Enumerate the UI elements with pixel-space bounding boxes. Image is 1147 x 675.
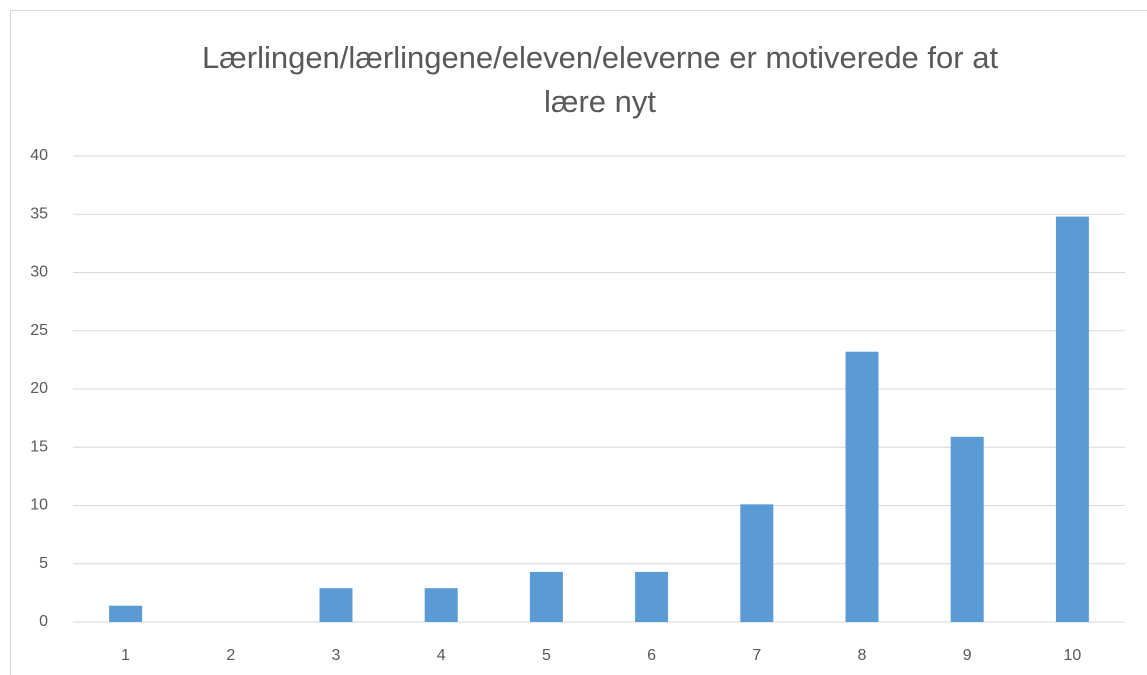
bar bbox=[319, 588, 353, 622]
x-tick-label: 3 bbox=[332, 647, 341, 664]
bar bbox=[740, 504, 774, 622]
x-tick-label: 7 bbox=[752, 647, 761, 664]
bar bbox=[424, 588, 458, 622]
y-tick-label: 40 bbox=[30, 147, 48, 164]
y-tick-label: 30 bbox=[30, 264, 48, 281]
y-tick-label: 20 bbox=[30, 380, 48, 397]
y-tick-label: 15 bbox=[30, 438, 48, 455]
bar bbox=[109, 605, 143, 622]
bar bbox=[845, 351, 879, 622]
x-tick-label: 2 bbox=[226, 647, 235, 664]
x-tick-label: 1 bbox=[121, 647, 130, 664]
x-tick-label: 8 bbox=[858, 647, 867, 664]
bar bbox=[529, 571, 563, 622]
bar bbox=[635, 571, 669, 622]
x-tick-label: 6 bbox=[647, 647, 656, 664]
x-tick-label: 9 bbox=[963, 647, 972, 664]
x-tick-label: 4 bbox=[437, 647, 446, 664]
y-tick-label: 25 bbox=[30, 322, 48, 339]
y-tick-label: 10 bbox=[30, 497, 48, 514]
bar bbox=[950, 436, 984, 622]
chart-frame bbox=[10, 10, 1147, 675]
chart-title: Lærlingen/lærlingene/eleven/eleverne er … bbox=[201, 40, 999, 119]
y-tick-label: 35 bbox=[30, 205, 48, 222]
x-tick-label: 10 bbox=[1064, 647, 1082, 664]
y-tick-label: 0 bbox=[39, 613, 48, 630]
y-tick-label: 5 bbox=[39, 555, 48, 572]
x-tick-label: 5 bbox=[542, 647, 551, 664]
bar bbox=[1055, 216, 1089, 622]
